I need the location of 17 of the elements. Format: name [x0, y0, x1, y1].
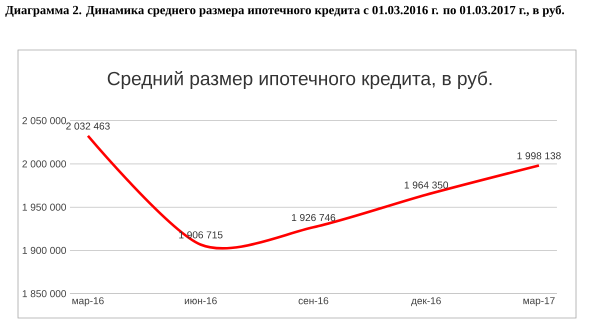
y-tick-label: 1 950 000 [22, 204, 66, 211]
data-label: 2 032 463 [66, 122, 110, 130]
data-label: 1 998 138 [517, 152, 561, 160]
x-tick-label: мар-17 [523, 297, 555, 306]
chart-title: Средний размер ипотечного кредита, в руб. [108, 70, 492, 90]
data-label: 1 906 715 [179, 231, 223, 238]
y-tick-label: 2 050 000 [22, 117, 66, 124]
data-label: 1 964 350 [404, 181, 448, 189]
x-tick-label: июн-16 [184, 297, 217, 304]
x-tick-label: дек-16 [411, 297, 441, 306]
y-tick-label: 1 850 000 [22, 290, 66, 298]
data-label: 1 926 746 [292, 214, 336, 222]
y-tick-label: 1 900 000 [22, 246, 66, 254]
y-tick-label: 2 000 000 [22, 160, 66, 168]
x-tick-label: мар-16 [72, 297, 104, 306]
x-tick-label: сен-16 [298, 297, 328, 304]
text: Диаграмма 2. Динамика среднего размера ипотечного кредита с 01.03.2016 г. по 01.03.2017 г., в руб. [5, 5, 564, 17]
